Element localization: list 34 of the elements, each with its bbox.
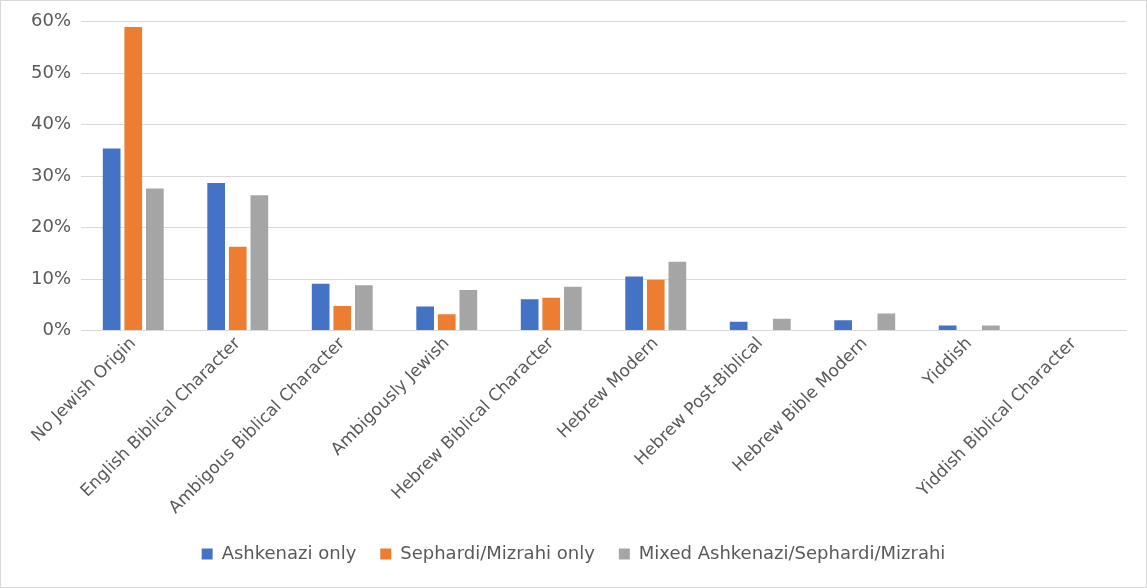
bar	[625, 276, 644, 331]
bar	[520, 299, 539, 331]
bar	[729, 321, 748, 331]
bar	[646, 279, 665, 331]
bar	[250, 195, 269, 331]
bar	[542, 297, 561, 331]
legend-label: Ashkenazi only	[221, 541, 357, 563]
bar	[938, 325, 957, 331]
bar	[416, 306, 435, 331]
bar	[877, 313, 896, 331]
y-tick-label: 10%	[30, 266, 72, 288]
bar	[834, 320, 853, 331]
bar	[228, 246, 247, 331]
y-tick-label: 0%	[42, 318, 72, 340]
y-tick-label: 50%	[30, 60, 72, 82]
bar	[459, 289, 478, 331]
bar	[124, 26, 143, 331]
bar	[311, 283, 330, 331]
bar	[564, 286, 582, 331]
bar	[207, 182, 226, 331]
y-tick-label: 30%	[30, 163, 72, 185]
legend-label: Sephardi/Mizrahi only	[400, 541, 596, 563]
bar	[981, 325, 1000, 331]
bar	[668, 261, 687, 331]
bar	[355, 285, 373, 331]
bar	[773, 318, 791, 331]
y-tick-label: 20%	[30, 215, 72, 237]
bar	[146, 188, 164, 331]
y-tick-label: 60%	[30, 9, 72, 31]
bar	[102, 148, 121, 331]
y-tick-label: 40%	[30, 112, 72, 134]
bar	[437, 314, 456, 331]
bar	[333, 305, 352, 331]
legend-label: Mixed Ashkenazi/Sephardi/Mizrahi	[638, 541, 946, 563]
